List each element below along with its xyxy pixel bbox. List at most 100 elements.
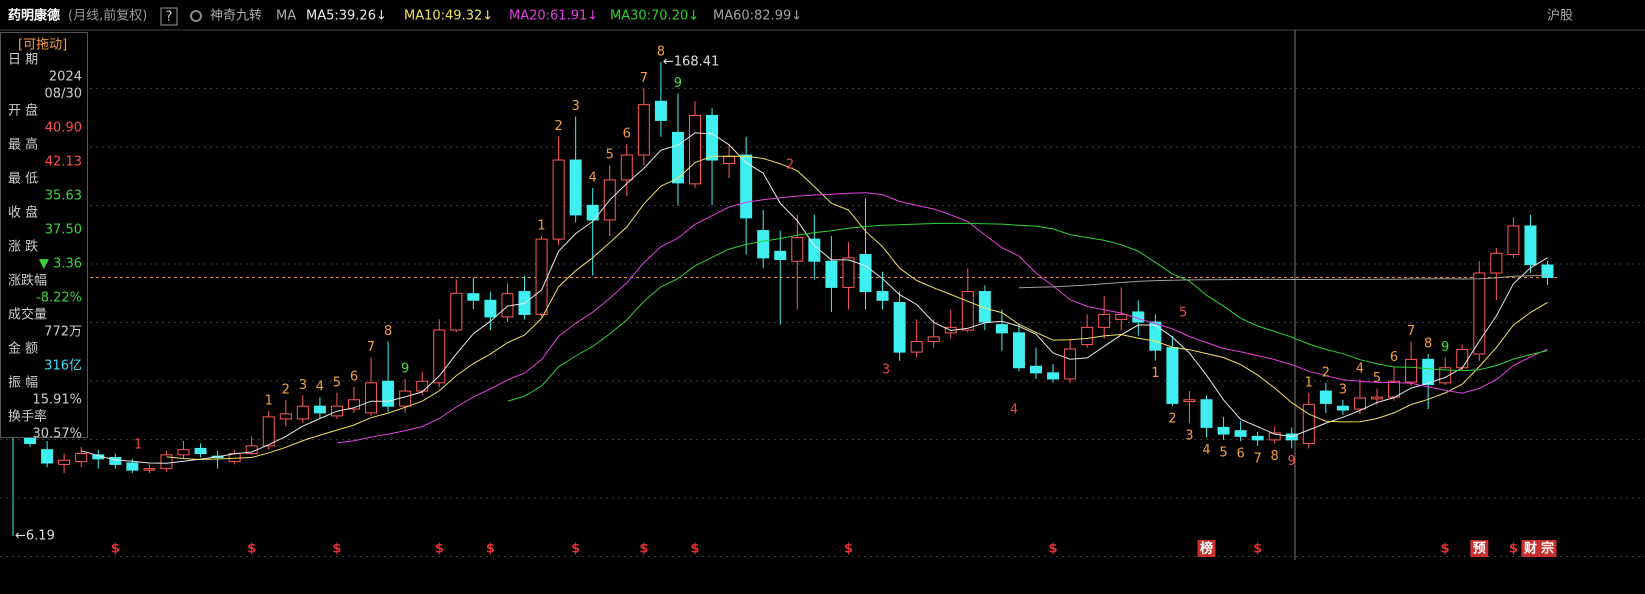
- panel-title[interactable]: [可拖动]: [18, 38, 67, 53]
- event-marker[interactable]: $: [332, 542, 341, 557]
- candle-body: [825, 260, 838, 288]
- candle-body: [1371, 396, 1383, 400]
- candle-body: [1012, 332, 1025, 369]
- event-marker[interactable]: 榜: [1200, 541, 1213, 557]
- candle-body: [808, 238, 821, 262]
- candle-body: [910, 341, 923, 353]
- event-box: [1538, 540, 1557, 557]
- candle-body: [194, 447, 207, 455]
- candle-body: [1234, 430, 1247, 437]
- candle-body: [689, 114, 701, 185]
- candle-body: [1251, 435, 1264, 441]
- candle-body: [893, 302, 906, 353]
- candle-body: [365, 382, 378, 414]
- wave-annotation: 4: [1010, 403, 1018, 418]
- ma-legend: MA5:39.26↓: [306, 9, 387, 24]
- info-label: 涨跌幅: [8, 273, 47, 289]
- ma-line: [81, 132, 1548, 464]
- td-count: 3: [299, 378, 307, 393]
- event-marker[interactable]: $: [111, 542, 120, 557]
- td-count: 3: [572, 99, 580, 114]
- market: 沪股: [1547, 8, 1573, 24]
- event-box: [1521, 540, 1540, 557]
- candle-body: [1524, 225, 1537, 266]
- info-value: ▼ 3.36: [39, 257, 82, 272]
- info-label: 振 幅: [8, 376, 38, 391]
- candle-body: [399, 390, 412, 407]
- candle-body: [535, 238, 548, 315]
- candle-body: [1319, 390, 1332, 404]
- candle-body: [1541, 264, 1554, 279]
- candle-body: [1217, 426, 1230, 435]
- candle-body: [450, 292, 463, 331]
- ma-line: [166, 155, 1548, 461]
- info-value: 15.91%: [32, 393, 82, 408]
- td-count: 9: [1288, 454, 1296, 469]
- info-label: 成交量: [8, 307, 47, 323]
- candle-body: [1183, 399, 1196, 403]
- event-marker[interactable]: $: [1441, 542, 1450, 557]
- candle-body: [1507, 225, 1520, 256]
- extreme-label: ←168.41: [663, 54, 719, 69]
- info-label: 最 高: [8, 137, 38, 153]
- event-marker[interactable]: $: [247, 542, 256, 557]
- event-box: [1197, 540, 1216, 557]
- candle-body: [382, 380, 395, 407]
- candle-body: [723, 156, 736, 164]
- td-count: 2: [1168, 412, 1176, 427]
- event-marker[interactable]: $: [844, 542, 853, 557]
- td-count: 6: [350, 369, 358, 384]
- td-count: 1: [265, 393, 273, 408]
- candle-body: [433, 329, 446, 384]
- info-label: 换手率: [8, 409, 47, 425]
- event-marker[interactable]: 财: [1524, 541, 1537, 557]
- candle-body: [467, 293, 480, 301]
- event-marker[interactable]: $: [1049, 542, 1058, 557]
- candle-body: [1081, 326, 1094, 346]
- info-label: 日 期: [8, 53, 38, 68]
- info-value: 40.90: [45, 121, 82, 136]
- info-value: 37.50: [45, 223, 82, 238]
- info-label: 涨 跌: [8, 239, 38, 255]
- td-count: 4: [1202, 443, 1210, 458]
- event-marker[interactable]: $: [486, 542, 495, 557]
- td-count: 2: [554, 119, 562, 134]
- event-marker[interactable]: $: [571, 542, 580, 557]
- candle-body: [484, 299, 497, 318]
- td-count: 2: [1322, 365, 1330, 380]
- td-count: 2: [282, 382, 290, 397]
- candle-body: [296, 405, 309, 420]
- stock-name: 药明康德: [8, 8, 60, 24]
- ma-line: [507, 222, 1548, 402]
- info-panel: [0, 32, 88, 438]
- td-count: 9: [1441, 340, 1449, 355]
- candle-body: [1490, 252, 1503, 274]
- candle-body: [160, 454, 173, 470]
- td-count: 6: [623, 127, 631, 142]
- candle-body: [1030, 365, 1042, 374]
- candle-body: [842, 257, 855, 288]
- ma-legend: MA30:70.20↓: [610, 9, 699, 24]
- help[interactable]: ?: [166, 10, 173, 25]
- info-value: 08/30: [45, 87, 82, 102]
- event-marker[interactable]: $: [690, 542, 699, 557]
- event-marker[interactable]: 宗: [1541, 541, 1554, 557]
- candle-body: [654, 100, 667, 121]
- candle-body: [859, 254, 872, 293]
- info-value: 42.13: [45, 155, 82, 170]
- event-marker[interactable]: $: [1509, 542, 1518, 557]
- info-value: -8.22%: [36, 291, 82, 306]
- candle-body: [586, 204, 599, 221]
- candle-body: [1149, 321, 1162, 351]
- event-marker[interactable]: 预: [1473, 542, 1486, 557]
- td-count: 7: [640, 71, 648, 86]
- info-label: 开 盘: [8, 103, 38, 119]
- event-marker[interactable]: $: [639, 542, 648, 557]
- info-label: 最 低: [8, 172, 38, 187]
- event-marker[interactable]: $: [1253, 542, 1262, 557]
- event-marker[interactable]: $: [435, 542, 444, 557]
- candle-body: [109, 457, 122, 465]
- td-count: 5: [1373, 371, 1381, 386]
